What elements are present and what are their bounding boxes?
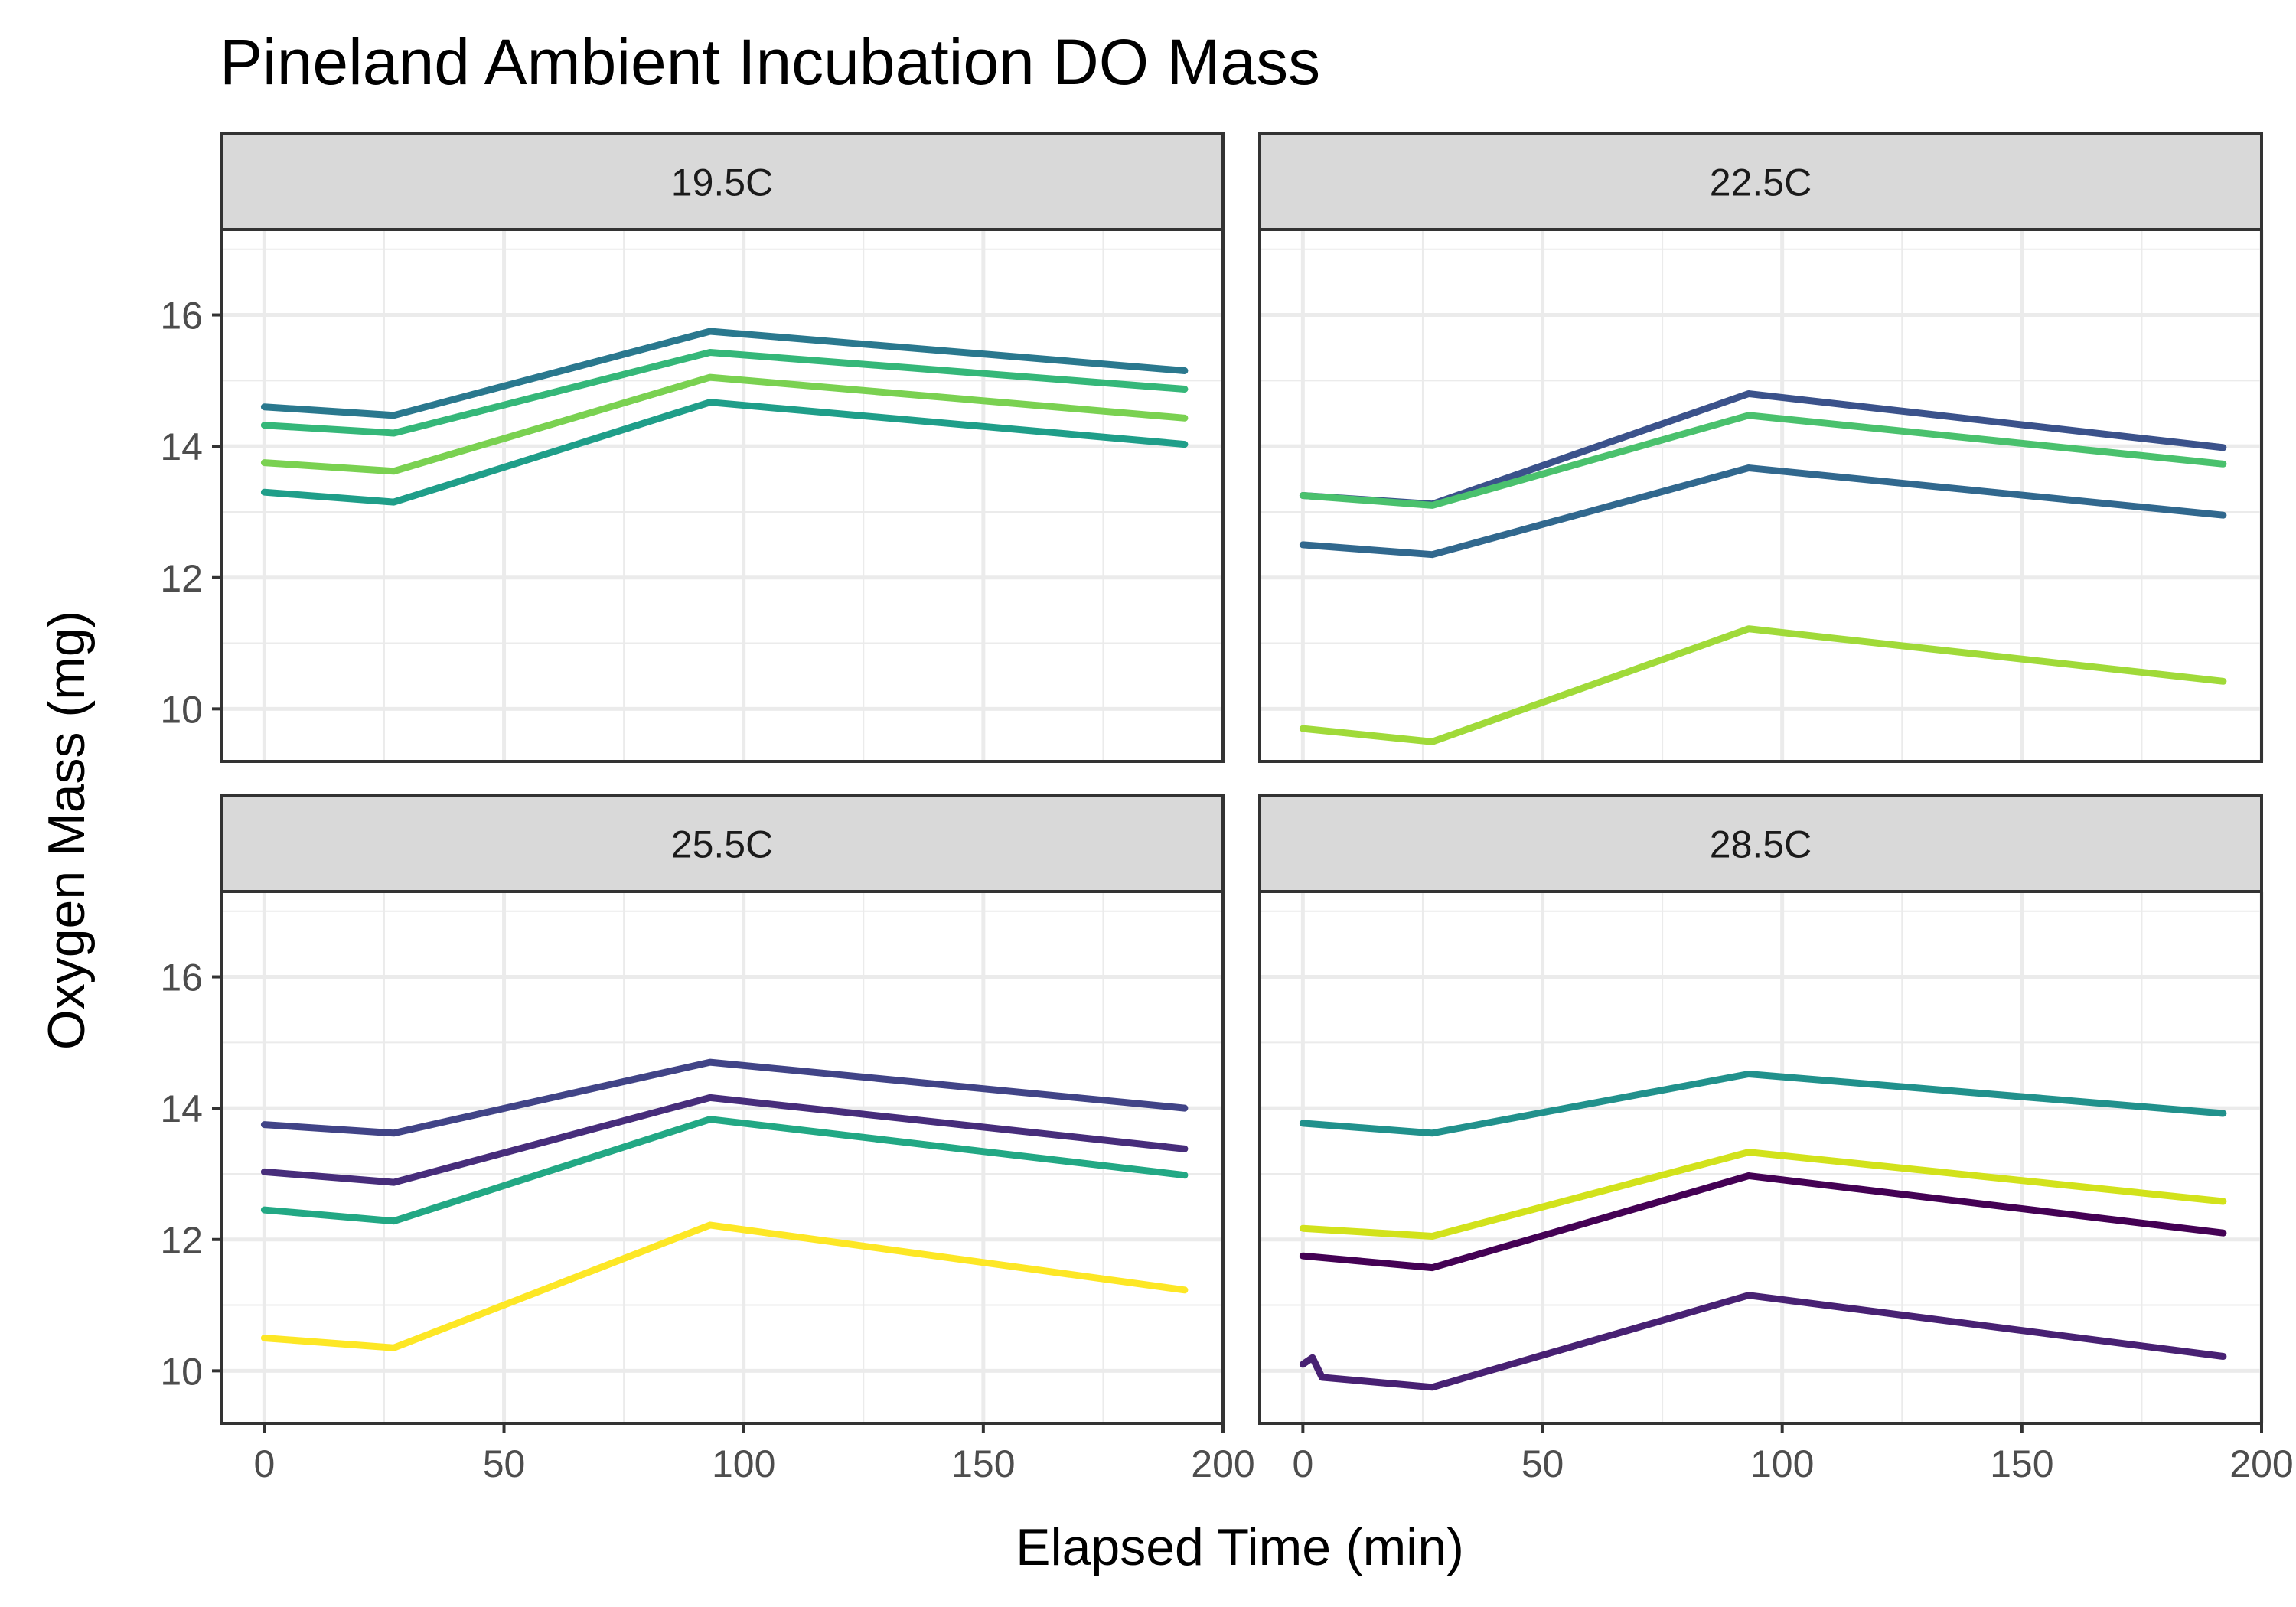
x-tick-label: 200 (1191, 1442, 1254, 1485)
panel-background (1260, 892, 2262, 1423)
panel-background (1260, 230, 2262, 761)
x-tick-label: 0 (253, 1442, 275, 1485)
facet-panel-4: 28.5C 0 50 100 150 200 (1258, 794, 2294, 1485)
y-tick-label: 16 (160, 957, 203, 999)
series-line-4 (260, 1221, 1189, 1351)
facet-panel-3: 25.5C 10 12 14 16 0 50 100 150 200 (160, 794, 1255, 1485)
series-line-4 (1299, 1292, 2227, 1391)
y-tick-label: 14 (160, 1087, 203, 1130)
series-line-2 (1299, 412, 2227, 509)
series-line-1 (260, 1058, 1189, 1137)
series-line-2 (1299, 1149, 2227, 1240)
y-tick-label: 14 (160, 425, 203, 468)
series-line-1 (1299, 1071, 2227, 1137)
y-axis-title: Oxygen Mass (mg) (38, 611, 96, 1050)
series-line-2 (260, 349, 1189, 437)
chart-title: Pineland Ambient Incubation DO Mass (220, 26, 1320, 98)
panel-background (221, 230, 1223, 761)
y-tick-label: 10 (160, 1350, 203, 1393)
strip-background (1258, 132, 2263, 231)
y-tick-label: 12 (160, 1219, 203, 1262)
series-line-3 (1299, 464, 2227, 559)
strip-background (220, 794, 1225, 893)
facet-panel-1: 19.5C 10 12 14 16 (160, 132, 1225, 763)
series-line-3 (260, 373, 1189, 475)
x-tick-label: 150 (1990, 1442, 2053, 1485)
series-line-3 (260, 1116, 1189, 1225)
series-line-2 (260, 1094, 1189, 1186)
strip-label: 28.5C (1710, 823, 1812, 866)
strip-label: 19.5C (671, 161, 773, 204)
y-tick-label: 16 (160, 295, 203, 337)
x-tick-label: 50 (1521, 1442, 1564, 1485)
x-tick-label: 0 (1292, 1442, 1313, 1485)
y-tick-label: 12 (160, 557, 203, 600)
facet-panels: 19.5C 10 12 14 16 22.5C 25.5C 10 12 14 16 0 50 100 150… (160, 132, 2294, 1485)
strip-background (220, 132, 1225, 231)
y-tick-label: 10 (160, 688, 203, 731)
facet-panel-2: 22.5C (1258, 132, 2264, 763)
x-tick-label: 100 (1750, 1442, 1814, 1485)
strip-background (1258, 794, 2263, 893)
series-line-4 (1299, 625, 2227, 745)
x-tick-label: 150 (951, 1442, 1015, 1485)
series-line-3 (1299, 1172, 2227, 1272)
x-tick-label: 100 (712, 1442, 775, 1485)
x-tick-label: 50 (483, 1442, 526, 1485)
x-axis-title: Elapsed Time (min) (1016, 1518, 1464, 1576)
series-line-4 (260, 399, 1189, 506)
strip-label: 22.5C (1710, 161, 1812, 204)
series-line-1 (260, 328, 1189, 419)
strip-label: 25.5C (671, 823, 773, 866)
x-tick-label: 200 (2229, 1442, 2293, 1485)
